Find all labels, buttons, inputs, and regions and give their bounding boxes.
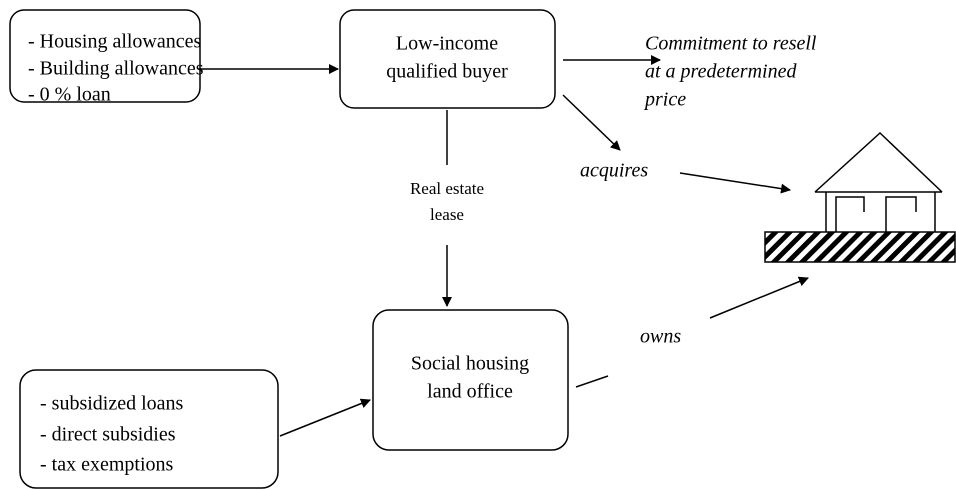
arrow [710, 278, 808, 318]
label: Real estate [410, 179, 484, 198]
connector [576, 376, 608, 387]
label: Commitment to resell [645, 33, 817, 55]
arrow [280, 400, 370, 436]
label: owns [640, 326, 681, 348]
label: price [643, 89, 686, 111]
house-icon [765, 133, 955, 262]
node-line: - subsidized loans [40, 393, 184, 415]
node-line: - Building allowances [28, 58, 204, 80]
node-line: - Housing allowances [28, 31, 202, 53]
label: acquires [580, 160, 648, 182]
node-line: land office [427, 381, 513, 403]
node-line: Social housing [411, 353, 529, 375]
node-box [340, 10, 555, 108]
arrow [680, 173, 790, 190]
label: at a predetermined [645, 61, 797, 83]
diagram: - Housing allowances - Building allowanc… [0, 0, 956, 490]
node-line: - tax exemptions [40, 454, 174, 476]
node-line: Low-income [396, 33, 498, 55]
arrow [563, 95, 620, 150]
node-line: qualified buyer [386, 61, 508, 83]
node-line: - 0 % loan [28, 84, 111, 106]
label: lease [430, 205, 464, 224]
node-line: - direct subsidies [40, 424, 176, 446]
